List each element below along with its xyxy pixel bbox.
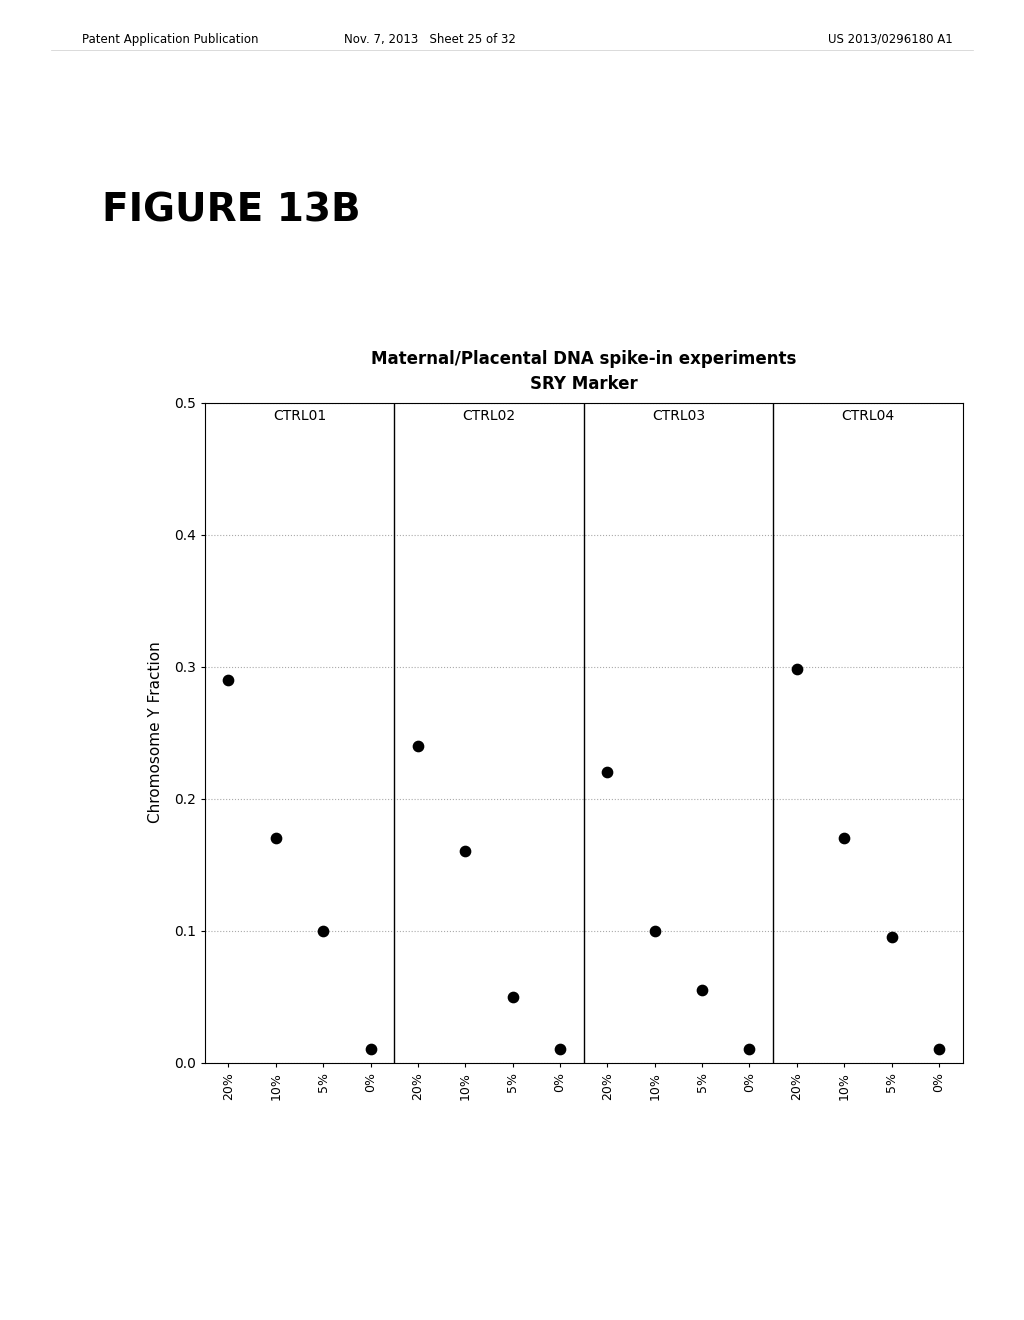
Text: CTRL01: CTRL01: [272, 409, 327, 424]
Point: [788, 659, 805, 680]
Title: Maternal/Placental DNA spike-in experiments
SRY Marker: Maternal/Placental DNA spike-in experime…: [371, 350, 797, 393]
Point: [457, 841, 473, 862]
Text: Patent Application Publication: Patent Application Publication: [82, 33, 258, 46]
Point: [362, 1039, 379, 1060]
Point: [836, 828, 852, 849]
Point: [646, 920, 663, 941]
Text: Nov. 7, 2013   Sheet 25 of 32: Nov. 7, 2013 Sheet 25 of 32: [344, 33, 516, 46]
Point: [410, 735, 426, 756]
Point: [599, 762, 615, 783]
Point: [315, 920, 332, 941]
Text: CTRL02: CTRL02: [463, 409, 515, 424]
Point: [505, 986, 521, 1007]
Y-axis label: Chromosome Y Fraction: Chromosome Y Fraction: [147, 642, 163, 824]
Point: [220, 669, 237, 690]
Point: [931, 1039, 947, 1060]
Text: US 2013/0296180 A1: US 2013/0296180 A1: [827, 33, 952, 46]
Point: [694, 979, 711, 1001]
Text: CTRL04: CTRL04: [842, 409, 894, 424]
Text: CTRL03: CTRL03: [652, 409, 705, 424]
Point: [552, 1039, 568, 1060]
Text: FIGURE 13B: FIGURE 13B: [102, 191, 361, 230]
Point: [741, 1039, 758, 1060]
Point: [884, 927, 900, 948]
Point: [267, 828, 284, 849]
